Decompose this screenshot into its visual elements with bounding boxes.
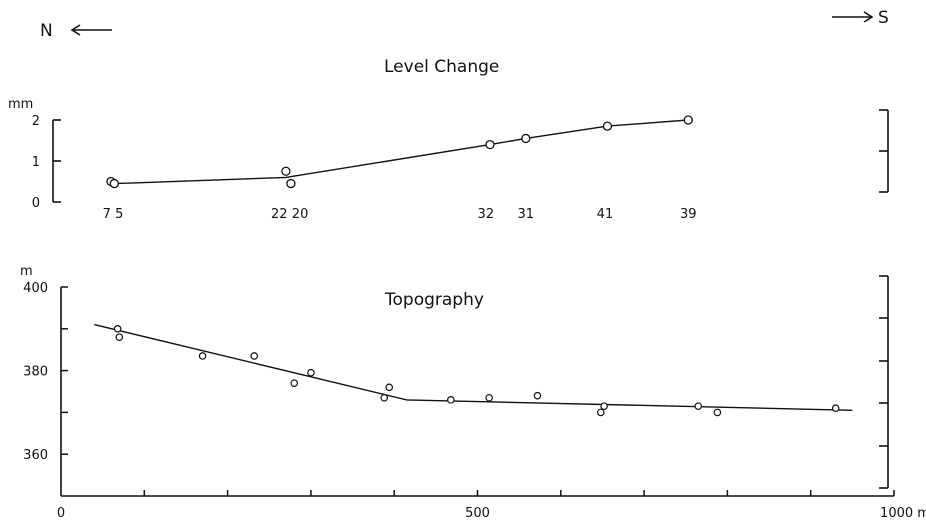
topography-point — [596, 408, 605, 417]
level-change-point — [109, 178, 119, 189]
topography-point — [385, 383, 394, 392]
level-change-y-unit: mm — [8, 97, 33, 112]
level-change-point — [683, 115, 693, 125]
topography-y-tick-label: 380 — [23, 365, 48, 380]
station-label: 5 — [115, 207, 123, 222]
north-indicator: N — [40, 21, 112, 41]
level-change-point — [602, 121, 613, 131]
topography-point — [380, 393, 389, 402]
south-arrow-head — [863, 11, 874, 23]
station-label: 20 — [292, 207, 309, 222]
topography-point — [290, 379, 299, 387]
level-change-y-tick-label: 1 — [32, 155, 40, 170]
topography-axes: 360 380 400 0 500 1000 m — [23, 281, 926, 521]
level-change-point — [485, 139, 495, 150]
station-label: 41 — [597, 207, 614, 222]
level-change-points — [106, 115, 693, 189]
level-change-left-axis: 0 1 2 — [32, 114, 61, 211]
level-change-panel: Level Change mm 0 1 2 7 5 22 20 32 31 41 39 — [8, 57, 889, 222]
topography-point — [600, 402, 608, 410]
level-change-right-axis — [879, 109, 889, 193]
topography-point — [113, 324, 122, 333]
north-label: N — [40, 21, 53, 41]
topography-point — [533, 391, 542, 400]
station-label: 7 — [103, 207, 111, 222]
topography-title: Topography — [384, 290, 484, 310]
north-arrow-head — [70, 24, 81, 36]
topography-panel: Topography m 360 380 400 0 500 1000 m — [20, 264, 926, 521]
topography-y-tick-label: 400 — [23, 281, 48, 296]
level-change-trend-line — [114, 119, 689, 185]
station-label: 39 — [680, 207, 697, 222]
topography-point — [713, 408, 722, 417]
topography-x-tick-label: 0 — [57, 506, 65, 521]
level-change-point — [521, 133, 531, 144]
south-label: S — [878, 8, 889, 28]
station-label: 22 — [271, 207, 288, 222]
level-change-point — [281, 166, 291, 176]
topography-point — [831, 404, 840, 413]
topography-point — [694, 402, 703, 410]
level-change-station-labels: 7 5 22 20 32 31 41 39 — [103, 207, 697, 222]
topography-point — [115, 333, 124, 341]
topography-point — [485, 393, 493, 402]
station-label: 32 — [478, 207, 495, 222]
topography-x-tick-label: 500 — [465, 506, 490, 521]
level-change-y-tick-label: 2 — [32, 114, 40, 129]
topography-y-unit: m — [20, 264, 33, 279]
topography-y-tick-label: 360 — [23, 448, 48, 463]
station-label: 31 — [518, 207, 535, 222]
level-change-title: Level Change — [384, 57, 499, 77]
topography-points — [113, 324, 840, 417]
level-change-point — [286, 178, 296, 189]
topography-point — [198, 352, 207, 360]
south-indicator: S — [832, 8, 889, 28]
topography-right-axis — [879, 275, 889, 489]
topography-point — [250, 352, 259, 360]
topography-x-tick-label: 1000 m — [880, 506, 926, 521]
topography-point — [307, 368, 315, 377]
level-change-y-tick-label: 0 — [32, 196, 40, 211]
topography-trend-line — [94, 323, 853, 411]
topography-point — [447, 396, 455, 404]
